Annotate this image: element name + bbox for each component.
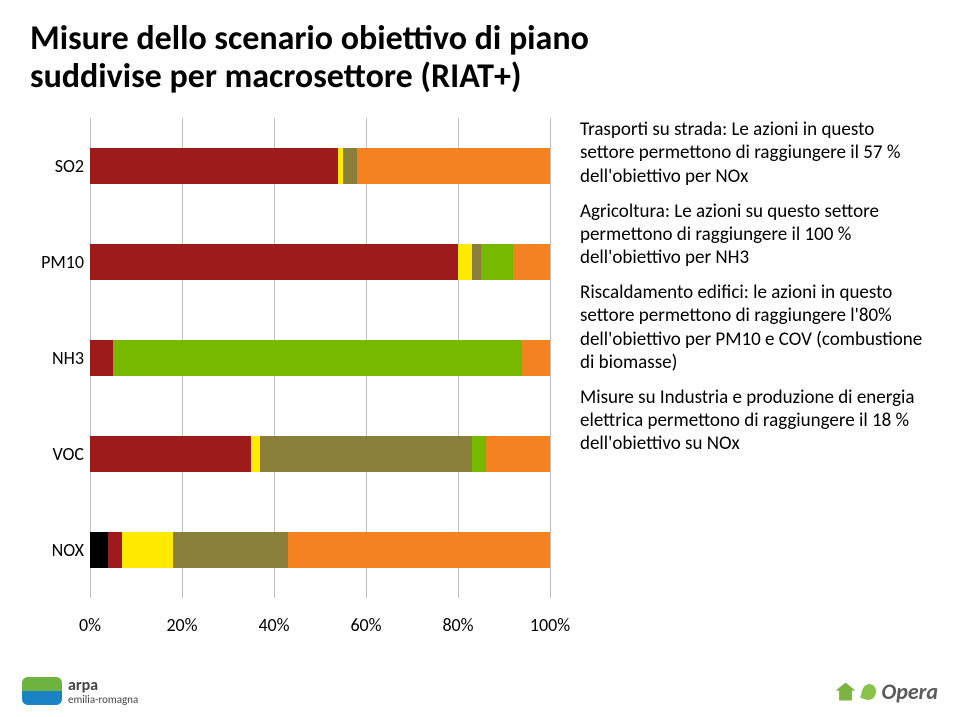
x-axis-tick-label: 0% [79, 614, 101, 636]
chart-column: 0% 20% 40% 60% 80% 100% SO2 PM10 NH3 VOC NOX [30, 118, 570, 648]
house-icon [836, 683, 856, 701]
bar-segment [481, 244, 513, 280]
title-line-2: suddivise per macrosettore (RIAT+) [30, 56, 522, 97]
bar-segment [173, 532, 288, 568]
arpa-logo: arpa emilia-romagna [22, 677, 138, 705]
bar-segment [251, 436, 260, 472]
paragraph-heating: Riscaldamento edifici: le azioni in ques… [580, 281, 930, 374]
footer-logos: arpa emilia-romagna Opera [22, 677, 938, 705]
bar-segment [472, 244, 481, 280]
y-axis-category-label: NOX [30, 539, 84, 561]
y-axis-category-label: SO2 [30, 155, 84, 177]
bar-segment [343, 148, 357, 184]
slide-title: Misure dello scenario obiettivo di piano… [30, 20, 930, 96]
bar-row [90, 532, 550, 568]
text-column: Trasporti su strada: Le azioni in questo… [570, 118, 930, 648]
x-axis-tick-label: 20% [166, 614, 197, 636]
x-axis-tick-label: 40% [258, 614, 289, 636]
opera-logo: Opera [836, 678, 938, 705]
bar-segment [90, 436, 251, 472]
bar-row [90, 148, 550, 184]
bar-segment [113, 340, 522, 376]
paragraph-industry: Misure su Industria e produzione di ener… [580, 386, 930, 456]
opera-label: Opera [882, 678, 938, 705]
arpa-logo-text: arpa emilia-romagna [68, 678, 138, 705]
arpa-label: arpa [68, 678, 138, 694]
bar-segment [513, 244, 550, 280]
bar-row [90, 340, 550, 376]
y-axis-category-label: PM10 [30, 251, 84, 273]
bar-segment [472, 436, 486, 472]
chart-plot-area [90, 118, 550, 598]
x-axis-tick-label: 80% [442, 614, 473, 636]
chart-gridline [550, 118, 551, 598]
y-axis-category-label: VOC [30, 443, 84, 465]
x-axis-tick-label: 100% [530, 614, 570, 636]
slide: Misure dello scenario obiettivo di piano… [0, 0, 960, 717]
bar-segment [90, 244, 458, 280]
bar-segment [522, 340, 550, 376]
bar-segment [108, 532, 122, 568]
bar-segment [458, 244, 472, 280]
bar-segment [90, 340, 113, 376]
bar-segment [288, 532, 550, 568]
title-line-1: Misure dello scenario obiettivo di piano [30, 18, 589, 59]
bar-chart: 0%20%40%60%80%100%SO2PM10NH3VOCNOX [30, 118, 560, 648]
bar-segment [486, 436, 550, 472]
bar-row [90, 436, 550, 472]
paragraph-transport: Trasporti su strada: Le azioni in questo… [580, 118, 930, 188]
bar-segment [122, 532, 173, 568]
y-axis-category-label: NH3 [30, 347, 84, 369]
content-row: 0% 20% 40% 60% 80% 100% SO2 PM10 NH3 VOC NOX Trasp… [30, 118, 930, 648]
bar-segment [90, 148, 338, 184]
arpa-logo-mark [22, 677, 62, 705]
bar-segment [90, 532, 108, 568]
arpa-sublabel: emilia-romagna [68, 694, 138, 705]
bar-segment [357, 148, 550, 184]
bar-row [90, 244, 550, 280]
leaf-icon [860, 682, 878, 701]
x-axis-tick-label: 60% [350, 614, 381, 636]
bar-segment [260, 436, 472, 472]
paragraph-agriculture: Agricoltura: Le azioni su questo settore… [580, 200, 930, 270]
